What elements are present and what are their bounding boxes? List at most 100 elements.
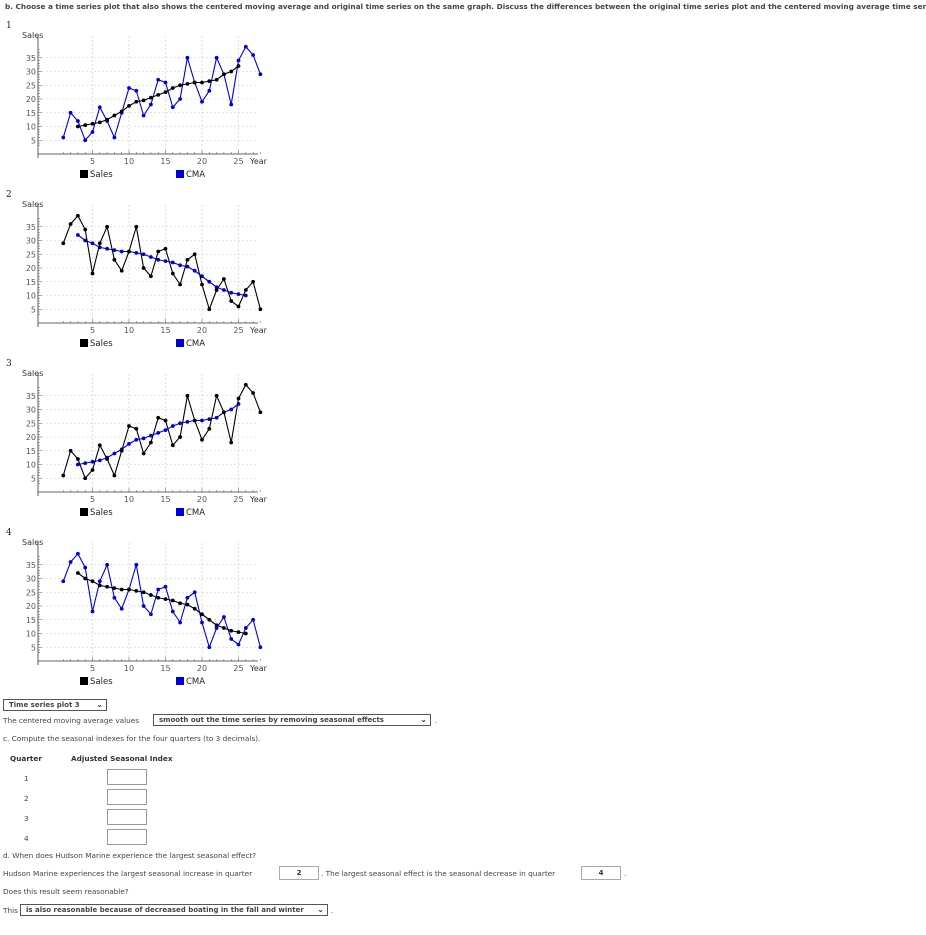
sales-data-point <box>105 224 109 229</box>
cma-data-point <box>200 274 204 279</box>
cma-data-point <box>243 293 248 298</box>
x-tick-label: 10 <box>124 157 134 166</box>
sales-data-point <box>156 587 161 592</box>
sales-data-point <box>258 72 263 77</box>
sales-data-point <box>76 457 80 461</box>
sales-data-point <box>229 637 234 641</box>
cma-data-point <box>119 249 124 254</box>
legend-cma-label: CMA <box>186 170 205 180</box>
cma-data-point <box>134 99 139 104</box>
plot-number-4: 4 <box>6 528 12 538</box>
y-tick-label: 25 <box>26 250 36 259</box>
cma-data-point <box>127 587 131 592</box>
y-tick-label: 5 <box>31 305 36 314</box>
x-tick-label: 5 <box>90 495 95 504</box>
y-tick-label: 10 <box>26 123 36 132</box>
sales-data-point <box>251 391 256 395</box>
y-tick-label: 5 <box>31 136 36 145</box>
cma-data-point <box>200 612 204 617</box>
sales-data-point <box>119 606 124 611</box>
cma-data-point <box>156 92 161 97</box>
cma-data-point <box>90 241 95 246</box>
question-d: d. When does Hudson Marine experience th… <box>3 851 257 860</box>
cma-data-point <box>222 288 226 292</box>
sales-data-point <box>105 562 109 567</box>
sales-data-point <box>90 130 95 134</box>
cma-data-point <box>149 593 153 597</box>
cma-data-point <box>192 80 197 85</box>
sales-data-point <box>97 443 102 448</box>
y-tick-label: 15 <box>26 278 36 287</box>
time-series-plot-3[interactable]: Sales 5 10 15 20 25 30 35 5 10 15 20 25 Year Sales CMA <box>18 362 278 527</box>
seasonal-index-input-2[interactable] <box>107 789 147 805</box>
sales-data-point <box>97 105 102 110</box>
chevron-down-icon: ⌄ <box>420 715 427 724</box>
cma-data-point <box>112 451 117 456</box>
sales-data-point <box>163 246 168 251</box>
sales-data-point <box>251 279 256 284</box>
cma-data-point <box>156 257 161 262</box>
sales-data-point <box>192 418 197 423</box>
sales-data-point <box>90 609 95 614</box>
time-series-plot-4[interactable]: Sales 5 10 15 20 25 30 35 5 10 15 20 25 Year Sales CMA <box>18 531 278 696</box>
sales-data-point <box>207 645 212 650</box>
sales-data-point <box>170 443 175 448</box>
cma-data-point <box>112 248 117 253</box>
cma-data-point <box>112 113 117 118</box>
cma-interpretation-dropdown[interactable]: smooth out the time series by removing s… <box>153 714 431 726</box>
sales-data-point <box>156 77 161 82</box>
seasonal-index-input-3[interactable] <box>107 809 147 825</box>
plot-number-3: 3 <box>6 359 12 369</box>
x-tick-label: 5 <box>90 326 95 335</box>
sales-data-point <box>68 110 73 115</box>
time-series-plot-1[interactable]: Sales 5 10 15 20 25 30 35 5 10 15 20 25 Year Sales CMA <box>18 24 278 189</box>
sales-data-point <box>83 138 88 143</box>
sales-series-line <box>62 214 261 311</box>
x-tick-label: 25 <box>233 495 243 504</box>
x-axis-label: Year <box>249 326 268 335</box>
quarter-label-1: 1 <box>24 774 29 783</box>
y-tick-label: 25 <box>26 419 36 428</box>
sales-data-point <box>258 645 263 650</box>
cma-data-point <box>134 437 139 442</box>
x-tick-label: 25 <box>233 326 243 335</box>
sales-data-point <box>200 620 204 625</box>
cma-data-point <box>229 407 234 412</box>
cma-data-point <box>76 124 80 129</box>
seasonal-index-input-4[interactable] <box>107 829 147 845</box>
cma-data-point <box>178 83 183 88</box>
cma-data-point <box>90 121 95 126</box>
sales-data-point <box>149 274 153 279</box>
largest-decrease-quarter-input[interactable]: 4 <box>581 866 621 880</box>
cma-data-point <box>83 238 88 243</box>
sales-data-point <box>134 88 139 93</box>
sales-data-point <box>156 249 161 254</box>
x-tick-label: 15 <box>160 664 170 673</box>
legend-sales-swatch <box>80 339 88 347</box>
largest-increase-quarter-input[interactable]: 2 <box>279 866 319 880</box>
y-tick-label: 25 <box>26 588 36 597</box>
seasonal-index-input-1[interactable] <box>107 769 147 785</box>
sales-data-point <box>236 58 241 63</box>
legend-cma-swatch <box>176 170 184 178</box>
x-tick-label: 15 <box>160 157 170 166</box>
cma-data-point <box>214 415 219 420</box>
y-tick-label: 30 <box>26 575 36 584</box>
cma-data-point <box>90 459 95 464</box>
reasonable-dropdown[interactable]: is also reasonable because of decreased … <box>20 904 328 916</box>
y-tick-label: 10 <box>26 292 36 301</box>
plot-number-2: 2 <box>6 190 12 200</box>
time-series-plot-2[interactable]: Sales 5 10 15 20 25 30 35 5 10 15 20 25 Year Sales CMA <box>18 193 278 358</box>
sales-data-point <box>185 393 190 398</box>
cma-data-point <box>163 90 168 95</box>
plot-select-value: Time series plot 3 <box>9 701 80 709</box>
y-tick-label: 20 <box>26 433 36 442</box>
plot-select-dropdown[interactable]: Time series plot 3 ⌄ <box>3 699 107 711</box>
sales-data-point <box>178 97 183 101</box>
x-tick-label: 10 <box>124 495 134 504</box>
cma-data-point <box>229 628 234 633</box>
cma-data-point <box>134 250 139 255</box>
sales-data-point <box>214 626 219 630</box>
x-tick-label: 25 <box>233 664 243 673</box>
legend-cma-swatch <box>176 677 184 685</box>
